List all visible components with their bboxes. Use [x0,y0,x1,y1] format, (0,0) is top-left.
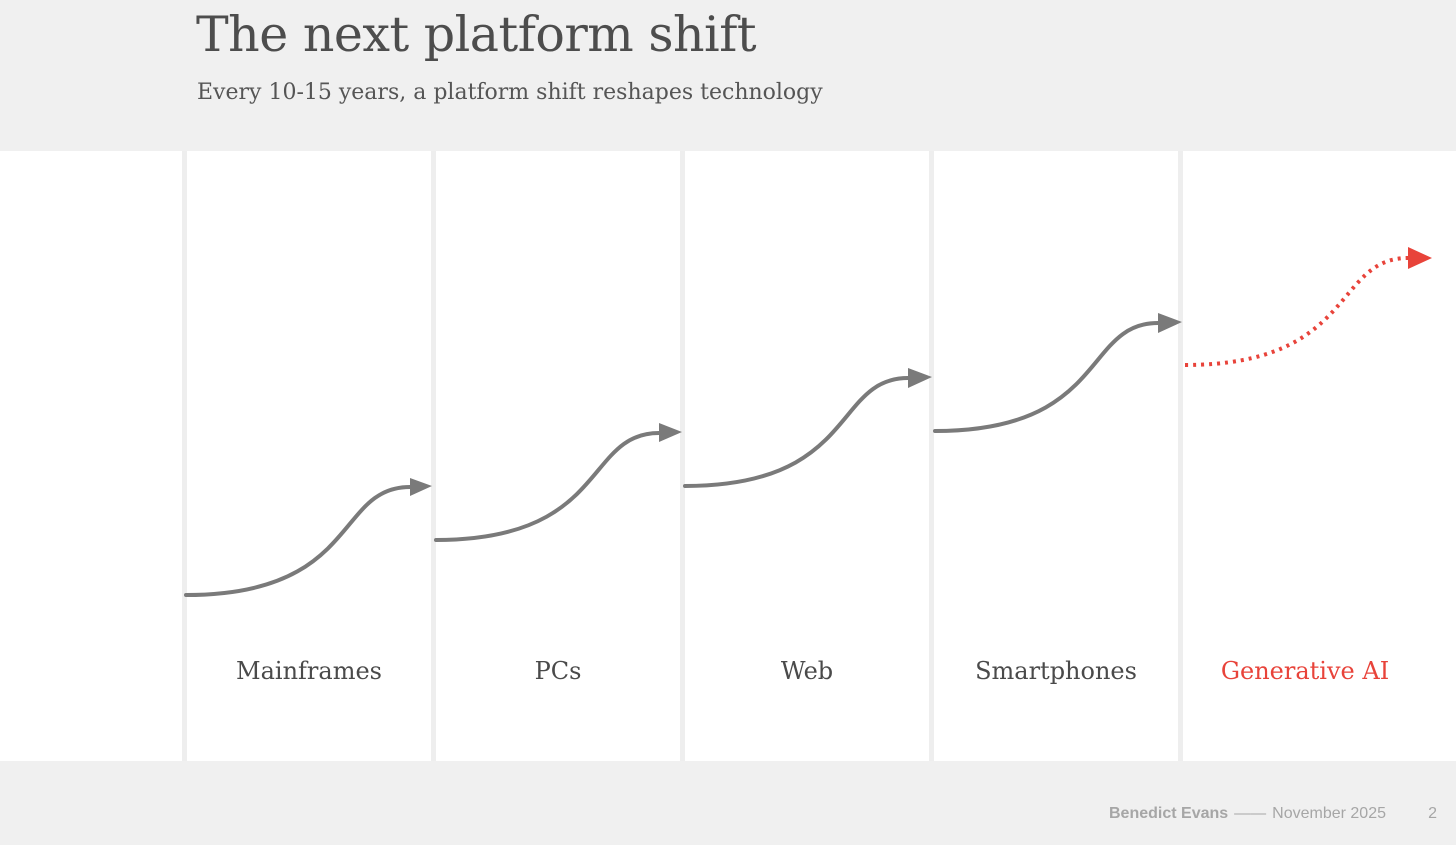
platform-label-generative-ai: Generative AI [1220,657,1390,685]
mainframes-arrowhead [410,478,432,496]
mainframes-curve [184,485,412,597]
platform-label-mainframes: Mainframes [236,657,382,685]
smartphones-curve [933,321,1160,433]
column-divider [431,151,436,761]
generative-ai-arrowhead [1408,247,1432,269]
column-divider [929,151,934,761]
footer-date: November 2025 [1272,805,1386,822]
footer-credit: Benedict Evans —— November 2025 [1109,805,1386,823]
s-curves [184,247,1432,597]
footer-separator: —— [1234,805,1267,822]
platform-diagram: Mainframes PCs Web Smartphones Generativ… [0,151,1456,761]
slide-title: The next platform shift [196,6,757,63]
smartphones-arrowhead [1158,313,1182,333]
slide-subtitle: Every 10-15 years, a platform shift resh… [197,80,823,105]
footer-author: Benedict Evans [1109,805,1229,822]
column-divider [1178,151,1183,761]
platform-label-smartphones: Smartphones [975,657,1137,685]
web-arrowhead [908,368,932,388]
platform-label-pcs: PCs [534,657,582,685]
web-curve [683,376,910,488]
page-number: 2 [1428,805,1437,822]
column-divider [680,151,685,761]
platform-label-web: Web [780,657,834,685]
generative-ai-curve [1184,256,1409,367]
pcs-curve [434,431,661,542]
column-divider [182,151,187,761]
pcs-arrowhead [659,423,682,442]
